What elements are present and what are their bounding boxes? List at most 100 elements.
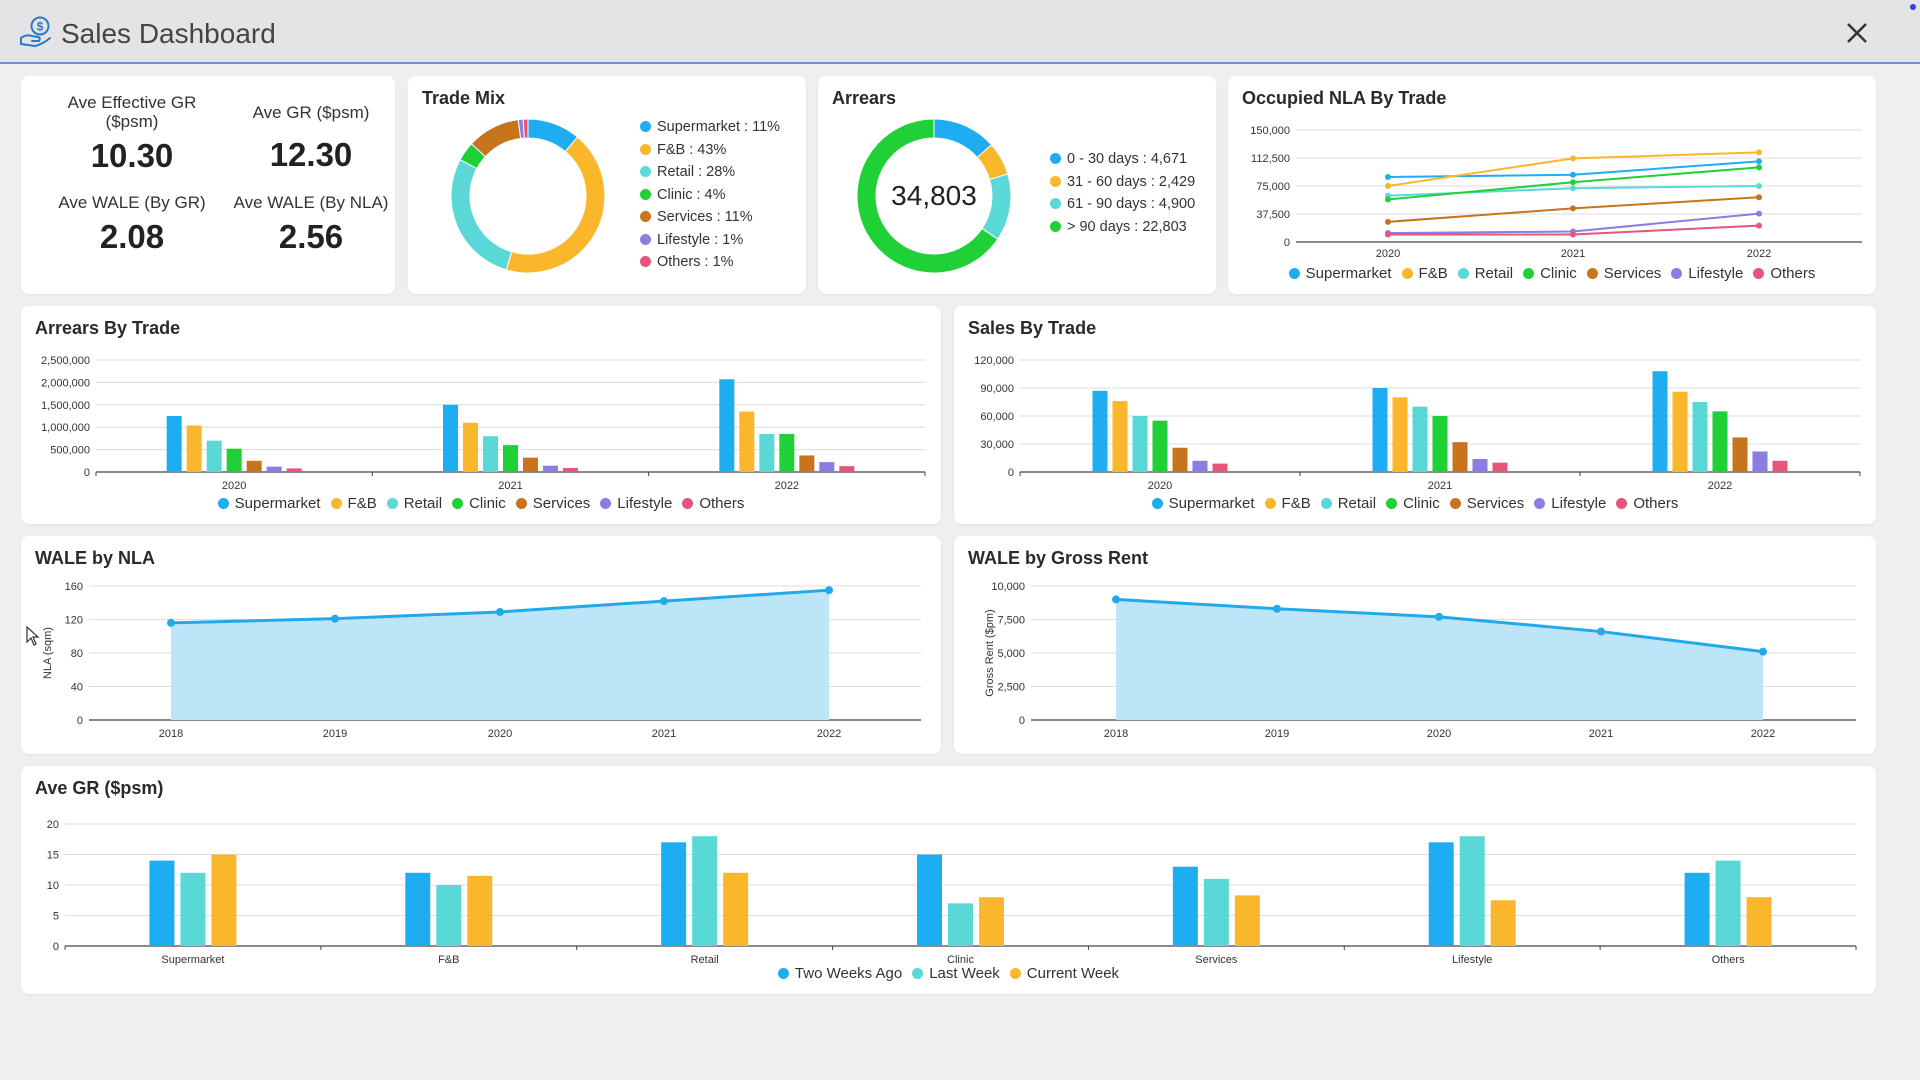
data-point[interactable] [1385, 183, 1391, 189]
bar[interactable] [1112, 401, 1128, 472]
bar[interactable] [759, 433, 775, 472]
donut-slice-f-b[interactable] [505, 136, 606, 274]
bar[interactable] [1092, 390, 1108, 472]
bar[interactable] [436, 885, 462, 946]
close-icon[interactable] [1840, 16, 1874, 50]
bar[interactable] [246, 460, 262, 472]
data-point[interactable] [1756, 158, 1762, 165]
bar[interactable] [723, 872, 749, 946]
data-point[interactable] [1435, 612, 1443, 621]
bar[interactable] [1472, 458, 1488, 472]
legend-item[interactable]: F&B : 43% [640, 142, 780, 165]
bar[interactable] [483, 436, 498, 472]
legend-item[interactable]: Clinic [1386, 495, 1440, 512]
legend-item[interactable]: Clinic [452, 495, 506, 512]
legend-item[interactable]: > 90 days : 22,803 [1050, 219, 1195, 242]
legend-item[interactable]: Lifestyle : 1% [640, 232, 780, 255]
legend-item[interactable]: Lifestyle [600, 495, 672, 512]
data-point[interactable] [660, 597, 668, 606]
bar[interactable] [917, 854, 942, 947]
data-point[interactable] [1385, 174, 1391, 181]
bar[interactable] [1372, 388, 1388, 472]
bar[interactable] [1684, 872, 1710, 946]
data-point[interactable] [1385, 218, 1391, 225]
bar[interactable] [1459, 836, 1485, 946]
bar[interactable] [1732, 437, 1748, 472]
data-point[interactable] [1385, 196, 1391, 203]
bar[interactable] [1772, 460, 1788, 472]
donut-slice--90-days[interactable] [856, 118, 999, 274]
legend-item[interactable]: Retail [386, 495, 442, 512]
bar[interactable] [979, 897, 1004, 946]
legend-item[interactable]: Supermarket [1288, 265, 1392, 282]
legend-item[interactable]: Others [682, 495, 744, 512]
legend-item[interactable]: F&B [1264, 495, 1311, 512]
data-point[interactable] [1570, 155, 1576, 162]
bar[interactable] [186, 425, 202, 472]
legend-item[interactable]: Others [1753, 265, 1815, 282]
data-point[interactable] [1756, 210, 1762, 217]
bar[interactable] [166, 416, 182, 472]
legend-item[interactable]: Lifestyle [1534, 495, 1606, 512]
bar[interactable] [1132, 416, 1148, 472]
data-point[interactable] [496, 607, 504, 616]
bar[interactable] [1692, 402, 1708, 472]
bar[interactable] [1492, 462, 1508, 472]
bar[interactable] [661, 842, 687, 946]
data-point[interactable] [1570, 179, 1576, 186]
legend-item[interactable]: Lifestyle [1671, 265, 1743, 282]
legend-item[interactable]: Services : 11% [640, 209, 780, 232]
legend-item[interactable]: Retail [1457, 265, 1513, 282]
bar[interactable] [1712, 411, 1728, 472]
bar[interactable] [1715, 860, 1741, 946]
bar[interactable] [467, 875, 493, 946]
bar[interactable] [1192, 460, 1208, 472]
bar[interactable] [1746, 897, 1772, 946]
legend-item[interactable]: Two Weeks Ago [777, 965, 902, 982]
bar[interactable] [543, 465, 558, 472]
data-point[interactable] [1756, 164, 1762, 171]
data-point[interactable] [825, 586, 833, 595]
bar[interactable] [180, 872, 206, 946]
bar[interactable] [523, 457, 538, 472]
legend-item[interactable]: Supermarket [217, 495, 321, 512]
bar[interactable] [1152, 420, 1168, 472]
legend-item[interactable]: Clinic [1523, 265, 1577, 282]
bar[interactable] [206, 440, 222, 472]
legend-item[interactable]: Services [515, 495, 590, 512]
data-point[interactable] [1112, 595, 1120, 604]
legend-item[interactable]: Retail : 28% [640, 164, 780, 187]
legend-item[interactable]: Others : 1% [640, 254, 780, 277]
donut-slice-services[interactable] [470, 119, 522, 158]
data-point[interactable] [1756, 183, 1762, 189]
bar[interactable] [563, 467, 578, 472]
legend-item[interactable]: Supermarket : 11% [640, 119, 780, 142]
bar[interactable] [286, 468, 302, 472]
legend-item[interactable]: 61 - 90 days : 4,900 [1050, 196, 1195, 219]
legend-item[interactable]: 31 - 60 days : 2,429 [1050, 174, 1195, 197]
bar[interactable] [1172, 447, 1188, 472]
legend-item[interactable]: Supermarket [1151, 495, 1255, 512]
bar[interactable] [1490, 900, 1516, 946]
bar[interactable] [1652, 371, 1668, 472]
legend-item[interactable]: Services [1449, 495, 1524, 512]
bar[interactable] [739, 411, 755, 472]
bar[interactable] [1203, 878, 1229, 946]
data-point[interactable] [1756, 149, 1762, 156]
data-point[interactable] [1570, 231, 1576, 238]
bar[interactable] [1672, 391, 1688, 472]
bar[interactable] [1172, 866, 1198, 946]
legend-item[interactable]: Services [1586, 265, 1661, 282]
bar[interactable] [1452, 442, 1468, 472]
bar[interactable] [1234, 895, 1260, 946]
data-point[interactable] [167, 618, 175, 627]
data-point[interactable] [1597, 627, 1605, 636]
bar[interactable] [405, 872, 431, 946]
bar[interactable] [226, 448, 242, 472]
bar[interactable] [799, 455, 815, 472]
donut-slice-retail[interactable] [450, 158, 513, 271]
data-point[interactable] [1570, 185, 1576, 192]
bar[interactable] [692, 836, 718, 946]
data-point[interactable] [1756, 222, 1762, 229]
bar[interactable] [1752, 451, 1768, 472]
